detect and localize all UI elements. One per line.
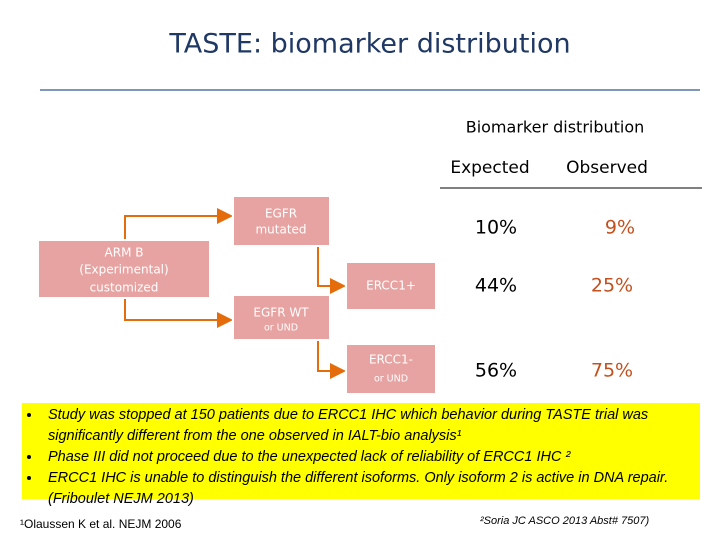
- node-box: [232, 294, 331, 341]
- column-header: Expected: [450, 158, 529, 178]
- node-label: EGFR WT: [253, 306, 309, 320]
- node-label: mutated: [255, 223, 306, 237]
- arrow: [317, 340, 346, 379]
- notes-box: Study was stopped at 150 patients due to…: [22, 403, 700, 507]
- observed-cell: 25%: [591, 275, 633, 297]
- node-label: EGFR: [265, 207, 297, 221]
- node-label: or UND: [374, 374, 408, 385]
- footnote: ²Soria JC ASCO 2013 Abst# 7507): [480, 515, 650, 527]
- title: TASTE: biomarker distribution: [168, 29, 570, 60]
- node-label: (Experimental): [79, 263, 168, 277]
- bullet: ERCC1 IHC is unable to distinguish the d…: [42, 468, 700, 510]
- footnote: ¹Olaussen K et al. NEJM 2006: [20, 517, 182, 531]
- expected-cell: 56%: [475, 360, 517, 382]
- node-box: [345, 343, 437, 395]
- expected-cell: 44%: [475, 275, 517, 297]
- node-label: ERCC1+: [366, 279, 416, 293]
- arrow: [124, 208, 233, 240]
- node-label: customized: [90, 281, 159, 295]
- table-title: Biomarker distribution: [466, 118, 645, 137]
- node-box: [345, 261, 437, 311]
- arrow: [124, 298, 233, 328]
- bullet: Phase III did not proceed due to the une…: [42, 447, 700, 468]
- node-label: or UND: [264, 323, 298, 334]
- node-label: ARM B: [105, 246, 144, 260]
- bullet-list: Study was stopped at 150 patients due to…: [22, 403, 700, 510]
- bullet: Study was stopped at 150 patients due to…: [42, 405, 700, 447]
- node-box: [37, 239, 211, 299]
- column-header: Observed: [566, 158, 648, 178]
- observed-cell: 9%: [605, 217, 635, 239]
- expected-cell: 10%: [475, 217, 517, 239]
- observed-cell: 75%: [591, 360, 633, 382]
- arrow: [317, 246, 346, 294]
- node-label: ERCC1-: [369, 353, 413, 367]
- node-box: [232, 195, 331, 247]
